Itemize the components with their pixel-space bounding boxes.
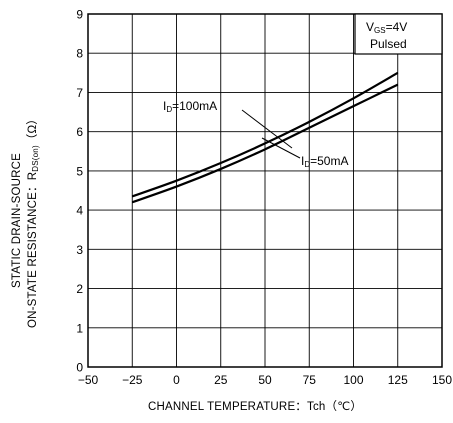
y-tick-label: 3: [76, 243, 83, 257]
annotation-id-100ma-sub: D: [166, 105, 172, 114]
x-axis-label: CHANNEL TEMPERATURE：Tch（℃）: [148, 400, 362, 413]
legend-rect: [354, 13, 443, 55]
y-tick-label: 0: [76, 361, 83, 375]
y-axis-label-line2: ON-STATE RESISTANCE：RDS(on)（Ω）: [26, 113, 40, 328]
x-tick-label: 125: [388, 373, 408, 387]
annotation-id-50ma-sub: D: [304, 160, 310, 169]
annotation-id-100ma: ID=100mA: [163, 99, 217, 114]
legend-vgs-sub: GS: [374, 26, 386, 35]
x-tick-label: 75: [303, 373, 317, 387]
y-axis-label-line1: STATIC DRAIN-SOURCE: [11, 153, 23, 288]
legend-vgs-rest: =4V: [386, 20, 408, 34]
y-tick-label: 4: [76, 204, 83, 218]
x-tick-label: 100: [343, 373, 363, 387]
y-axis-label-unit: （Ω）: [26, 113, 39, 145]
x-tick-label: −25: [122, 373, 143, 387]
y-tick-label: 6: [76, 125, 83, 139]
grid: [88, 14, 442, 367]
x-tick-label: −50: [78, 373, 99, 387]
legend-box: VGS=4V Pulsed: [354, 13, 443, 55]
y-tick-label: 5: [76, 164, 83, 178]
y-axis-label: STATIC DRAIN-SOURCE ON-STATE RESISTANCE：…: [11, 113, 40, 328]
x-tick-label: 50: [258, 373, 272, 387]
plot-frame: [87, 13, 443, 368]
ticks: −50 −25 0 25 50 75 100 125 150 0 1 2 3 4 5 6 7 8 9: [76, 8, 452, 388]
annotation-id-100ma-main: I: [163, 99, 166, 113]
annotation-id-50ma-rest: =50mA: [310, 154, 348, 168]
y-axis-label-main: ON-STATE RESISTANCE：R: [27, 172, 39, 328]
leader-line-id-100ma: [241, 109, 293, 149]
series-line-id-100ma: [131, 71, 399, 198]
y-tick-label: 9: [76, 8, 83, 22]
series-line-id-50ma: [131, 83, 399, 204]
annotation-id-50ma-main: I: [301, 154, 304, 168]
series-layer: [131, 71, 399, 204]
legend-vgs-main: V: [366, 20, 374, 34]
y-axis-label-sub: DS(on): [31, 145, 40, 172]
y-tick-label: 1: [76, 321, 83, 335]
y-tick-label: 8: [76, 47, 83, 61]
x-tick-label: 0: [173, 373, 180, 387]
x-tick-label: 150: [432, 373, 452, 387]
legend-condition-pulsed: Pulsed: [370, 37, 407, 51]
annotation-id-100ma-rest: =100mA: [172, 99, 217, 113]
leader-line-id-50ma: [261, 137, 301, 159]
annotation-id-50ma: ID=50mA: [301, 154, 348, 169]
x-tick-label: 25: [214, 373, 228, 387]
legend-condition-vgs: VGS=4V: [366, 20, 407, 35]
y-tick-label: 7: [76, 86, 83, 100]
y-tick-label: 2: [76, 282, 83, 296]
